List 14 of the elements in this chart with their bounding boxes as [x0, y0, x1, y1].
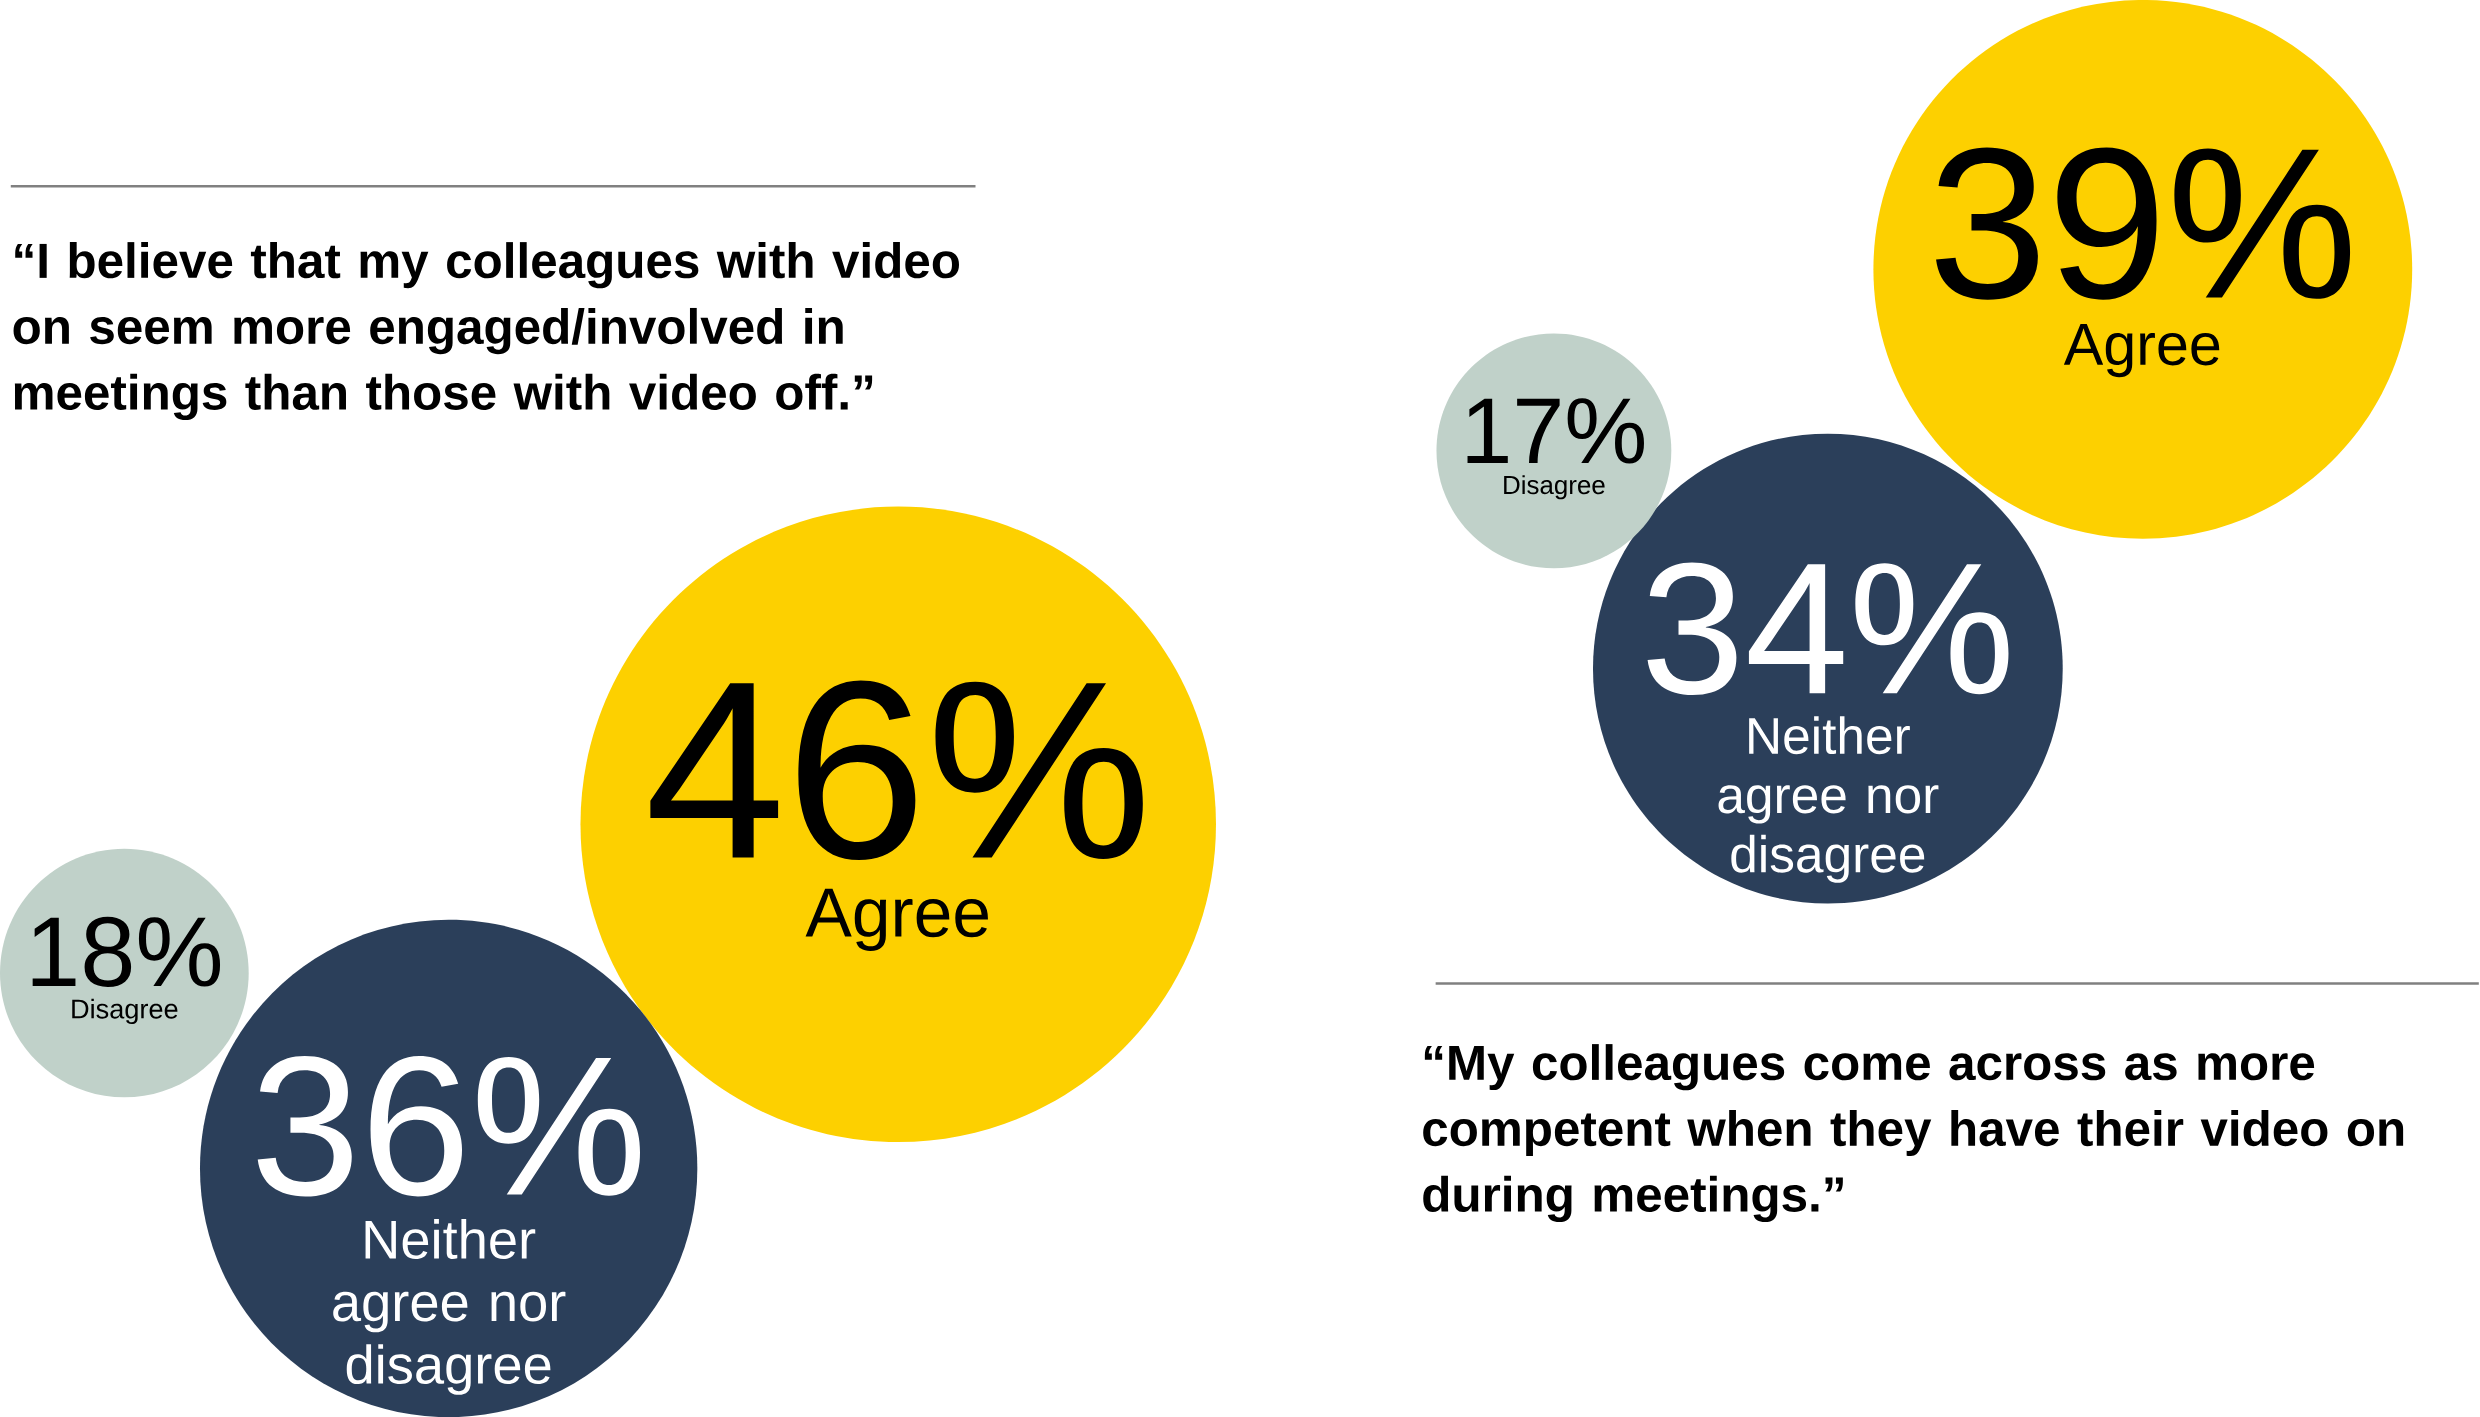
category-label: Neither agree nor disagree [333, 1218, 566, 1395]
category-label: Disagree [1504, 475, 1605, 500]
data-label: 34% [1647, 562, 2009, 695]
data-label: 46% [650, 680, 1143, 860]
category-label: Agree [805, 888, 988, 951]
text: “My colleagues come across as more competent when they have their video on during meetings.” [1423, 1044, 2404, 1222]
data-label: 17% [1467, 398, 1644, 464]
data-label: 39% [1936, 147, 2351, 300]
text: “I believe that my colleagues with video on seem more engaged/involved in meetings than those with video off.” [13, 242, 960, 420]
category-label: Neither agree nor disagree [1718, 716, 1939, 883]
category-label: Agree [2063, 323, 2220, 378]
category-label: Disagree [72, 998, 178, 1024]
data-label: 18% [32, 916, 221, 987]
data-label: 36% [257, 1055, 640, 1197]
